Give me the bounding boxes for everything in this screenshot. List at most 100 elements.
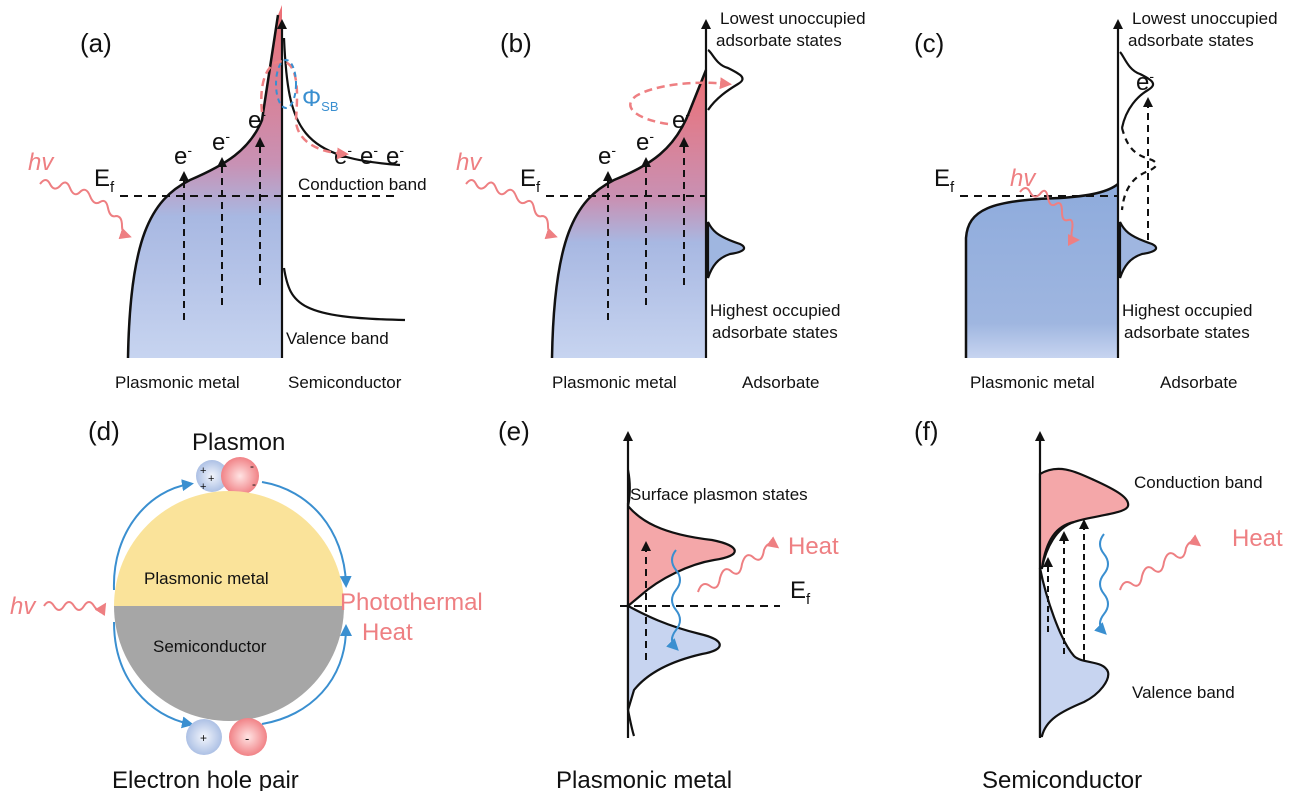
electron-label: e- — [636, 128, 654, 156]
panel-e: (e) Surface plasmon states Heat Ef Plasm… — [498, 416, 839, 791]
panel-e-label: (e) — [498, 416, 530, 446]
relaxation-arrow — [1094, 533, 1109, 635]
electron-label: e- — [360, 142, 378, 170]
lumo-label: Lowest unoccupied — [1132, 9, 1278, 28]
panel-d: (d) Plasmon + + + - - Plasmonic metal Se… — [10, 416, 483, 791]
conduction-band-curve — [282, 37, 401, 167]
title: Plasmonic metal — [556, 767, 732, 791]
plasmon-label: Plasmon — [192, 429, 285, 456]
electron-label: e- — [174, 142, 192, 170]
valence-band-label: Valence band — [286, 329, 389, 348]
photon-wave — [43, 601, 107, 616]
plus-sign: + — [200, 731, 207, 745]
heat-label: Heat — [362, 619, 413, 646]
hole — [186, 719, 222, 755]
plus-sign: + — [200, 465, 206, 477]
adsorbate-homo-fill — [706, 221, 746, 279]
relaxation-arrow — [666, 549, 681, 651]
photon-label: hv — [10, 593, 37, 620]
panel-d-label: (d) — [88, 416, 120, 446]
panel-c: (c) e- hv Ef Lowest unoccupied adsorbate… — [914, 9, 1278, 392]
semiconductor-title: Semiconductor — [288, 373, 402, 392]
panel-f-label: (f) — [914, 416, 939, 446]
metal-band-edge — [964, 182, 1119, 358]
cycle-arrow — [113, 621, 194, 729]
metal-band-edge — [126, 14, 280, 359]
metal-title: Plasmonic metal — [115, 373, 240, 392]
metal-label: Plasmonic metal — [144, 569, 269, 588]
electron-label: e- — [334, 142, 352, 170]
adsorbate-title: Adsorbate — [742, 373, 820, 392]
valence-band-fill — [1038, 567, 1110, 738]
panel-b: (b) e- e- e- hv Ef Lowest unoccupied ads… — [456, 9, 866, 392]
homo-label: Highest occupied — [710, 301, 840, 320]
metal-band-fill — [966, 184, 1118, 358]
metal-title: Plasmonic metal — [970, 373, 1095, 392]
plus-sign: + — [208, 473, 214, 485]
photon-label: hv — [28, 149, 55, 176]
homo-label: Highest occupied — [1122, 301, 1252, 320]
plasmon-positive-charge — [196, 460, 228, 492]
electron-label: e- — [248, 106, 266, 134]
metal-title: Plasmonic metal — [552, 373, 677, 392]
heat-wave — [697, 536, 780, 593]
cycle-arrow — [261, 481, 352, 588]
fermi-label: Ef — [520, 165, 541, 196]
electron-label: e- — [672, 106, 690, 134]
lumo-label: adsorbate states — [716, 31, 842, 50]
metal-band-fill — [552, 70, 706, 358]
fermi-label: Ef — [94, 165, 115, 196]
fermi-label: Ef — [790, 577, 811, 608]
plasmon-negative-charge — [221, 457, 259, 495]
schottky-barrier-marker — [275, 59, 297, 109]
adsorbate-homo-fill — [1118, 221, 1158, 279]
electron-label: e- — [386, 142, 404, 170]
surface-plasmon-label: Surface plasmon states — [630, 485, 808, 504]
conduction-band-label: Conduction band — [1134, 473, 1263, 492]
homo-label: adsorbate states — [712, 323, 838, 342]
metal-band-edge — [550, 69, 708, 359]
minus-sign: - — [252, 477, 256, 491]
photon-wave — [1019, 187, 1080, 246]
fermi-label: Ef — [934, 165, 955, 196]
heat-label: Heat — [1232, 525, 1283, 552]
title: Semiconductor — [982, 767, 1142, 791]
cycle-arrow — [261, 624, 352, 725]
hot-electron-arrow — [260, 60, 349, 160]
photothermal-label: Photothermal — [340, 589, 483, 616]
plus-sign: + — [200, 481, 206, 493]
photon-wave — [39, 179, 132, 240]
dos-tail — [626, 469, 636, 737]
electron — [229, 718, 267, 756]
adsorbate-lumo-curve — [707, 49, 744, 111]
cycle-arrow — [112, 479, 194, 591]
semiconductor-label: Semiconductor — [153, 637, 267, 656]
lumo-label: Lowest unoccupied — [720, 9, 866, 28]
valence-band-label: Valence band — [1132, 683, 1235, 702]
homo-label: adsorbate states — [1124, 323, 1250, 342]
metal-half — [114, 491, 344, 606]
metal-band-fill — [128, 5, 282, 358]
minus-sign: - — [245, 731, 249, 746]
panel-c-label: (c) — [914, 28, 944, 58]
heat-label: Heat — [788, 533, 839, 560]
panel-b-label: (b) — [500, 28, 532, 58]
panel-f: (f) Conduction band Valence band Heat Se… — [914, 416, 1283, 791]
conduction-band-fill — [1038, 467, 1130, 570]
adsorbate-shifted-curve — [1120, 127, 1158, 211]
adsorbate-title: Adsorbate — [1160, 373, 1238, 392]
upper-state-fill — [626, 503, 736, 609]
minus-sign: - — [250, 459, 254, 473]
panel-a: (a) e- e- e- e- e- e- ΦSB hv Ef Conducti… — [28, 5, 427, 392]
adsorbate-lumo-curve — [1119, 51, 1155, 129]
semiconductor-half — [114, 606, 344, 721]
schottky-barrier-label: ΦSB — [302, 85, 339, 114]
electron-label: e- — [212, 128, 230, 156]
lumo-label: adsorbate states — [1128, 31, 1254, 50]
photon-wave — [465, 179, 558, 240]
photon-label: hv — [456, 149, 483, 176]
panel-a-label: (a) — [80, 28, 112, 58]
lower-state-fill — [626, 604, 721, 711]
pair-label: Electron hole pair — [112, 767, 299, 791]
